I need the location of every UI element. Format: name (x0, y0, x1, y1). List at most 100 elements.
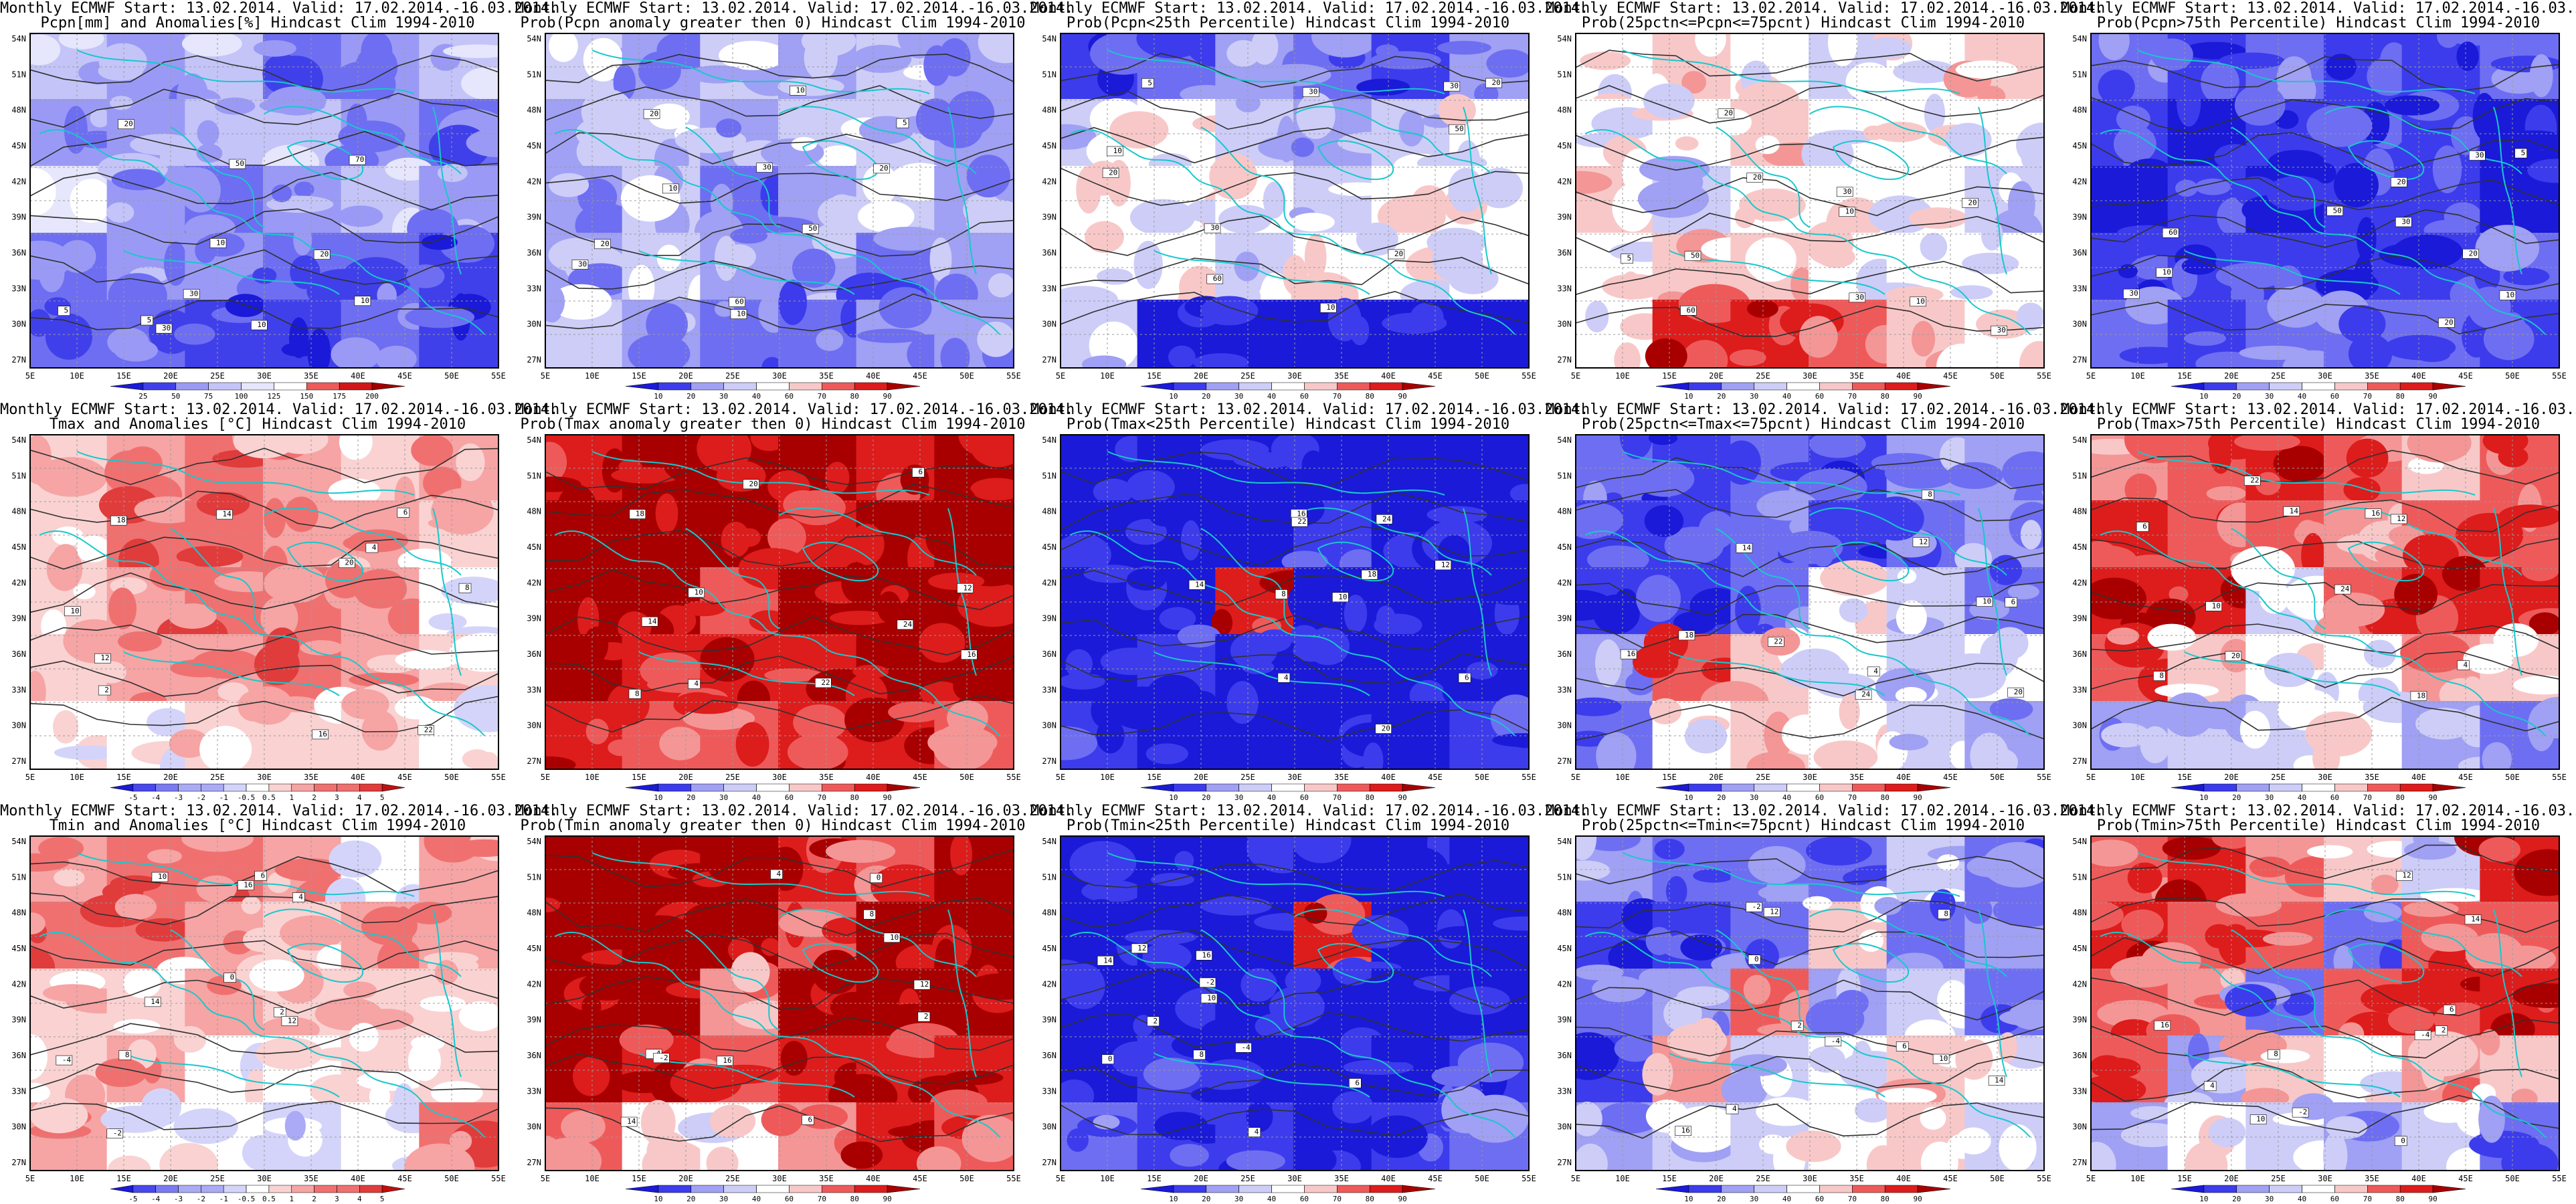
lon-label: 55E (2037, 773, 2051, 782)
colorbar-tick-label: 30 (2265, 1195, 2274, 1203)
field-patch (411, 435, 454, 466)
contour-label: 4 (777, 870, 781, 878)
lon-label: 15E (1662, 773, 1677, 782)
lon-label: 45E (913, 371, 927, 381)
lat-label: 33N (1557, 284, 1572, 293)
field-patch (919, 623, 965, 663)
field-patch (1240, 968, 1277, 1002)
lon-label: 5E (25, 1174, 35, 1183)
lon-label: 40E (351, 773, 365, 782)
contour-label-box (144, 997, 161, 1007)
lat-label: 51N (2072, 70, 2087, 79)
field-patch (169, 729, 209, 759)
contour-label: 14 (151, 997, 160, 1006)
colorbar-tick-label: 90 (883, 1195, 891, 1203)
field-patch (254, 643, 300, 686)
field-patch (147, 708, 189, 736)
colorbar-segment (2367, 783, 2401, 792)
contour-label: 16 (2160, 1021, 2169, 1029)
field-patch (2267, 286, 2326, 328)
contour-label-box (802, 1115, 814, 1125)
field-patch (2020, 520, 2042, 550)
contour-line (1061, 290, 1529, 325)
field-patch (2009, 999, 2044, 1030)
colorbar-segment (2269, 1185, 2302, 1193)
coastline (1069, 129, 1515, 335)
field-patch (58, 33, 104, 49)
lat-label: 33N (2072, 1086, 2087, 1096)
field-patch (405, 306, 475, 328)
field-patch (2493, 623, 2539, 658)
lon-label: 20E (678, 773, 693, 782)
coastline (39, 932, 485, 1138)
contour-label: 16 (1297, 509, 1305, 518)
colorbar-tick-label: 90 (2428, 392, 2437, 401)
lon-label: 5E (25, 371, 35, 381)
contour-label: 30 (2475, 151, 2484, 160)
field-patch (1820, 560, 1890, 597)
lon-label: 55E (2552, 773, 2567, 782)
coastline (432, 106, 462, 275)
field-patch (2333, 163, 2379, 207)
panel-header: Monthly ECMWF Start: 13.02.2014. Valid: … (1030, 0, 1589, 17)
coastline (432, 508, 462, 676)
colorbar-segment (658, 783, 692, 792)
colorbar-segment (2171, 783, 2205, 792)
field-patch (249, 959, 304, 992)
colorbar-segment (175, 382, 209, 391)
lon-label: 10E (1100, 371, 1115, 381)
field-patch (1096, 268, 1133, 285)
field-patch (1614, 1035, 1657, 1062)
colorbar-segment (2302, 783, 2335, 792)
colorbar-segment (1369, 1185, 1403, 1193)
colorbar-tick-label: 60 (1300, 1195, 1309, 1203)
colorbar-segment (625, 1185, 659, 1193)
coastline (1107, 852, 1445, 897)
panel-header: Monthly ECMWF Start: 13.02.2014. Valid: … (0, 401, 559, 418)
colorbar-tick-label: 10 (1684, 1195, 1693, 1203)
colorbar-segment (2334, 382, 2368, 391)
field-patch (1909, 207, 1968, 229)
panel-subtitle: Prob(Tmin>75th Percentile) Hindcast Clim… (2096, 817, 2541, 834)
contour-label: 18 (116, 516, 125, 524)
lat-label: 48N (11, 908, 26, 918)
field-patch (804, 35, 838, 80)
field-patch (1664, 526, 1724, 565)
contour-label-box (571, 260, 589, 270)
lat-label: 27N (527, 757, 541, 766)
contour-label: 5 (1627, 254, 1631, 263)
colorbar-segment (2203, 783, 2237, 792)
contour-label: 20 (879, 164, 888, 173)
lon-label: 40E (1381, 773, 1396, 782)
field-patch (1083, 565, 1141, 583)
lon-label: 25E (725, 1174, 740, 1183)
contour-label-box (913, 979, 931, 990)
coastline (1317, 942, 1394, 983)
lon-label: 55E (1522, 773, 1536, 782)
lat-label: 39N (2072, 614, 2087, 623)
field-patch (1721, 1072, 1768, 1108)
map-frame (545, 835, 1014, 1171)
colorbar-tick-label: 3 (335, 793, 339, 802)
colorbar-tick-label: 30 (1750, 392, 1758, 401)
field-patch (830, 610, 891, 625)
lat-label: 30N (1042, 1122, 1056, 1132)
coastline (76, 49, 415, 94)
map-panel: Monthly ECMWF Start: 13.02.2014. Valid: … (515, 401, 1073, 803)
lat-label: 42N (1042, 578, 1056, 587)
contour-line (1061, 1063, 1529, 1097)
colorbar-tick-label: 10 (1169, 392, 1178, 401)
contour-label-box (1746, 902, 1762, 912)
contour-line (545, 976, 1014, 1010)
lat-label: 48N (1042, 908, 1056, 918)
colorbar-tick-label: 80 (850, 392, 859, 401)
field-patch (879, 287, 932, 328)
field-patch (787, 734, 848, 769)
field-patch (1281, 550, 1328, 573)
coastline (1809, 106, 2007, 175)
panel-subtitle: Prob(25pctn<=Tmax<=75pcnt) Hindcast Clim… (1581, 416, 2025, 433)
field-patch (1955, 60, 2018, 79)
field-patch (1576, 965, 1624, 981)
coastline (2137, 852, 2476, 897)
contour-label: 20 (1753, 173, 1762, 182)
